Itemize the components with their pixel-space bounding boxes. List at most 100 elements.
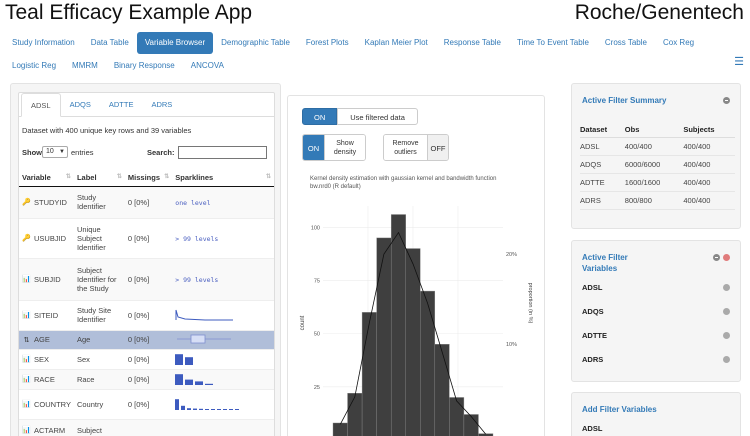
summary-column-header: Dataset [580, 122, 625, 138]
remove-all-filters-icon[interactable] [723, 254, 730, 261]
tab-study-information[interactable]: Study Information [12, 38, 75, 47]
summary-cell-obs: 1600/1600 [624, 173, 684, 192]
dataset-tab-adqs[interactable]: ADQS [69, 100, 91, 109]
summary-cell-subjects: 400/400 [683, 173, 735, 192]
entries-select-value: 10 [46, 148, 54, 155]
tab-time-to-event-table[interactable]: Time To Event Table [517, 38, 589, 47]
tab-ancova[interactable]: ANCOVA [190, 61, 224, 70]
table-row[interactable]: ⇅ AGE Age 0 [0%] [19, 329, 274, 349]
label-cell: Age [73, 329, 125, 349]
tab-forest-plots[interactable]: Forest Plots [305, 38, 349, 47]
expand-icon[interactable] [723, 308, 730, 315]
table-row[interactable]: 📊 COUNTRY Country 0 [0%] [19, 388, 274, 419]
tab-response-table[interactable]: Response Table [443, 38, 501, 47]
sparkline-cell [172, 329, 274, 349]
tab-cross-table[interactable]: Cross Table [604, 38, 647, 47]
spark-bar [205, 408, 210, 410]
tab-data-table[interactable]: Data Table [90, 38, 129, 47]
column-header-variable[interactable]: Variable ⇅ [19, 169, 74, 187]
dataset-tab-adtte[interactable]: ADTTE [108, 100, 134, 109]
active-filter-adtte[interactable]: ADTTE [582, 331, 607, 340]
variable-label: USUBJID [34, 233, 67, 243]
summary-cell-dataset: ADSL [580, 137, 625, 156]
y-tick-label: 100 [311, 225, 320, 231]
table-row[interactable]: 🔑 STUDYID Study Identifier 0 [0%] one level [19, 185, 274, 218]
label-cell: Sex [73, 348, 125, 369]
key-icon: 🔑 [22, 199, 31, 206]
sparkline-density [175, 309, 234, 321]
table-row[interactable]: 📊 SUBJID Subject Identifier for the Study 0… [19, 257, 274, 300]
spark-bar [195, 380, 204, 385]
dataset-tab-adrs[interactable]: ADRS [151, 100, 173, 109]
tab-mmrm[interactable]: MMRM [72, 61, 98, 70]
variable-cell: 📊 SUBJID [19, 257, 74, 300]
dataset-tab-adsl[interactable]: ADSL [21, 93, 61, 117]
outliers-off: OFF [427, 135, 448, 160]
nav-row-2: Logistic Reg MMRM Binary Response ANCOVA [4, 55, 746, 77]
missings-cell: 0 [0%] [124, 388, 173, 419]
active-filter-adrs[interactable]: ADRS [582, 355, 604, 364]
summary-cell-obs: 6000/6000 [624, 155, 684, 174]
entries-select[interactable]: 10 ▼ [42, 146, 68, 158]
spark-bar [211, 408, 216, 410]
label-cell: Race [73, 368, 125, 389]
bar-chart-icon: 📊 [22, 427, 31, 435]
spark-bar [175, 398, 180, 410]
column-header-sparklines[interactable]: Sparklines ⇅ [172, 169, 274, 187]
variable-name: 📊 COUNTRY [22, 400, 71, 409]
title-bar: Teal Efficacy Example App Roche/Genentec… [0, 0, 750, 30]
table-row[interactable]: 📊 ACTARM Subject [19, 418, 274, 436]
sparkline-cell: > 99 levels [172, 217, 274, 258]
summary-column-header: Obs [624, 122, 684, 138]
collapse-icon[interactable] [713, 254, 720, 261]
expand-icon[interactable] [723, 284, 730, 291]
hamburger-icon[interactable]: ☰ [734, 56, 744, 68]
summary-cell-dataset: ADRS [580, 191, 625, 210]
app-title: Teal Efficacy Example App [5, 1, 253, 24]
expand-icon[interactable] [723, 356, 730, 363]
variable-cell: 🔑 STUDYID [19, 185, 74, 218]
label-cell: Study Identifier [73, 185, 125, 218]
table-row[interactable]: 📊 SEX Sex 0 [0%] [19, 348, 274, 369]
sparkline-bars [175, 373, 214, 385]
table-row[interactable]: 📊 SITEID Study Site Identifier 0 [0%] [19, 299, 274, 330]
on-button[interactable]: ON [302, 108, 338, 125]
column-header-label[interactable]: Label ⇅ [73, 169, 125, 187]
spark-bar [235, 408, 240, 410]
label-cell: Subject [73, 418, 125, 436]
density-line [175, 309, 234, 321]
table-row[interactable]: 📊 RACE Race 0 [0%] [19, 368, 274, 389]
search-input[interactable] [178, 146, 267, 159]
tab-variable-browser[interactable]: Variable Browser [136, 32, 214, 54]
active-filter-adqs[interactable]: ADQS [582, 307, 604, 316]
density-on: ON [303, 135, 324, 160]
chevron-down-icon: ▼ [59, 149, 65, 155]
spark-bar [175, 373, 184, 385]
density-curve [339, 231, 487, 435]
expand-icon[interactable] [723, 332, 730, 339]
histogram-bar [347, 392, 363, 436]
show-density-toggle[interactable]: ON Show density [302, 134, 366, 161]
tab-binary-response[interactable]: Binary Response [113, 61, 175, 70]
tab-demographic-table[interactable]: Demographic Table [221, 38, 290, 47]
table-row[interactable]: 🔑 USUBJID Unique Subject Identifier 0 [0%] >… [19, 217, 274, 258]
sparkline-bars [175, 353, 194, 365]
active-filter-adsl[interactable]: ADSL [582, 283, 603, 292]
summary-row: ADRS 800/800 400/400 [580, 191, 735, 210]
label-cell: Unique Subject Identifier [73, 217, 125, 258]
tab-logistic-reg[interactable]: Logistic Reg [12, 61, 57, 70]
collapse-icon[interactable] [723, 97, 730, 104]
boxplot-box [190, 334, 206, 343]
use-filtered-data-button[interactable]: Use filtered data [337, 108, 418, 125]
tab-kaplan-meier-plot[interactable]: Kaplan Meier Plot [364, 38, 428, 47]
missings-cell: 0 [0%] [124, 185, 173, 218]
remove-outliers-toggle[interactable]: Remove outliers OFF [383, 134, 449, 161]
histogram-bar [361, 312, 377, 436]
tab-cox-reg[interactable]: Cox Reg [662, 38, 695, 47]
column-header-missings[interactable]: Missings ⇅ [124, 169, 173, 187]
filter-summary-title: Active Filter Summary [582, 96, 667, 105]
y2-tick-label: 10% [506, 342, 517, 348]
summary-cell-obs: 400/400 [624, 137, 684, 156]
column-header-label: Missings [127, 172, 160, 182]
sparkline-cell [172, 418, 274, 436]
